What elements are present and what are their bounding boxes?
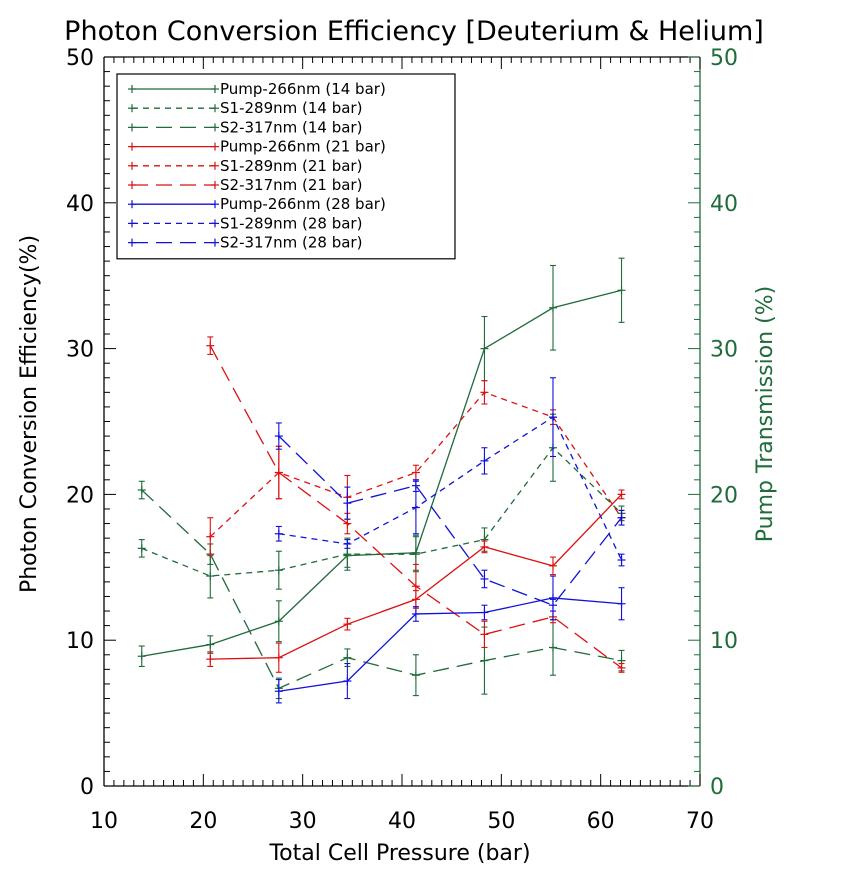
legend-label: S2-317nm (21 bar) [220, 176, 362, 194]
series-7 [274, 575, 626, 704]
x-tick-label: 10 [90, 809, 118, 834]
series-line [141, 489, 622, 690]
legend-label: Pump-266nm (14 bar) [220, 80, 386, 98]
legend-label: S1-289nm (28 bar) [220, 214, 362, 232]
legend-item: S2-317nm (14 bar) [128, 118, 362, 136]
legend-label: S2-317nm (28 bar) [220, 234, 362, 252]
y2-tick-label: 0 [710, 775, 724, 800]
x-tick-label: 20 [189, 809, 217, 834]
series-3 [137, 480, 626, 700]
series-line [278, 597, 622, 692]
legend-item: S1-289nm (28 bar) [128, 214, 362, 232]
legend-label: Pump-266nm (21 bar) [220, 138, 386, 156]
legend-item: S1-289nm (14 bar) [128, 99, 362, 117]
legend-label: S1-289nm (14 bar) [220, 99, 362, 117]
y2-tick-label: 30 [710, 338, 738, 363]
legend-box [116, 73, 456, 260]
legend-item: Pump-266nm (28 bar) [128, 195, 386, 213]
legend-label: S1-289nm (21 bar) [220, 157, 362, 175]
y-tick-label: 0 [80, 775, 94, 800]
x-tick-label: 40 [388, 809, 416, 834]
legend-label: S2-317nm (14 bar) [220, 118, 362, 136]
series-line [141, 446, 622, 577]
series-8 [274, 377, 626, 567]
y2-tick-label: 10 [710, 629, 738, 654]
y2-axis-label: Pump Transmission (%) [753, 286, 778, 542]
y-axis-label: Photon Conversion Efficiency(%) [17, 235, 42, 593]
legend-item: S1-289nm (21 bar) [128, 157, 362, 175]
legend-item: S2-317nm (28 bar) [128, 234, 362, 252]
series-9 [274, 422, 626, 612]
y-tick-label: 30 [66, 338, 94, 363]
y2-tick-label: 40 [710, 192, 738, 217]
x-tick-label: 60 [587, 809, 615, 834]
legend-item: Pump-266nm (21 bar) [128, 138, 386, 156]
legend-item: S2-317nm (21 bar) [128, 176, 362, 194]
series-6 [206, 336, 626, 673]
y-tick-label: 40 [66, 192, 94, 217]
y2-tick-label: 50 [710, 46, 738, 71]
y-tick-label: 50 [66, 46, 94, 71]
x-tick-label: 50 [487, 809, 515, 834]
y-tick-label: 10 [66, 629, 94, 654]
y2-tick-label: 20 [710, 483, 738, 508]
plot-axes: 10 20 30 40 50 60 70 0 10 20 30 40 50 0 10 20 30 40 50 [66, 46, 738, 834]
legend: Pump-266nm (14 bar)S1-289nm (14 bar)S2-3… [116, 73, 456, 260]
series-2 [137, 413, 626, 599]
x-tick-label: 30 [289, 809, 317, 834]
legend-label: Pump-266nm (28 bar) [220, 195, 386, 213]
legend-item: Pump-266nm (14 bar) [128, 80, 386, 98]
series-layer [137, 257, 626, 704]
series-line [278, 435, 623, 606]
series-line [278, 416, 623, 561]
chart-title: Photon Conversion Efficiency [Deuterium … [64, 16, 764, 47]
x-axis-label: Total Cell Pressure (bar) [268, 841, 530, 866]
y-tick-label: 20 [66, 483, 94, 508]
x-tick-label: 70 [686, 809, 714, 834]
